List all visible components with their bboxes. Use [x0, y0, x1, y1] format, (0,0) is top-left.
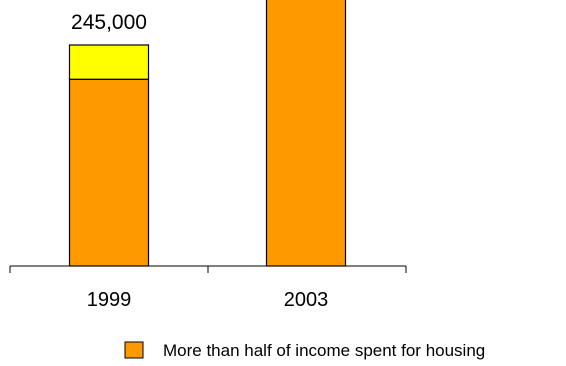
x-tick-label-2003: 2003	[284, 289, 329, 311]
x-axis-ticks-group: 1999 2003	[9, 266, 407, 311]
x-tick-label-1999: 1999	[87, 289, 132, 311]
legend-swatch-housing	[124, 341, 144, 359]
total-label-1999: 245,000	[71, 11, 147, 34]
total-labels-group: 245,000364,000	[71, 11, 147, 34]
legend: More than half of income spent for housi…	[124, 341, 485, 360]
legend-label-housing: More than half of income spent for housi…	[163, 341, 485, 360]
bar-2003-segment-0	[265, 0, 347, 267]
bars-group	[68, 0, 347, 267]
bar-1999-segment-1	[68, 44, 150, 80]
bar-1999-segment-0	[68, 78, 150, 267]
